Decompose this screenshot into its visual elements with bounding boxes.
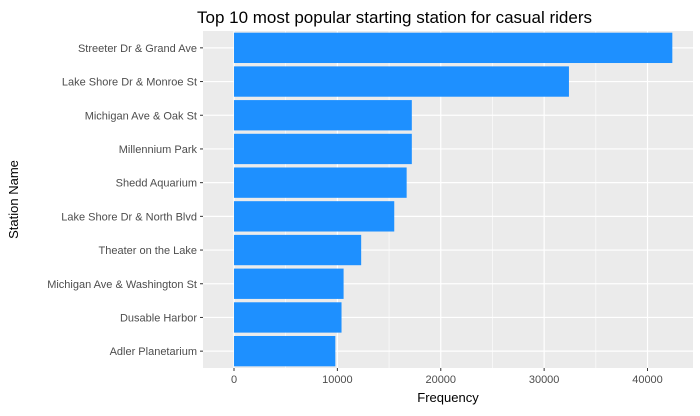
x-tick-label: 40000 xyxy=(632,374,663,386)
y-tick-label: Lake Shore Dr & North Blvd xyxy=(61,211,197,223)
y-tick-label: Shedd Aquarium xyxy=(116,178,197,190)
bar xyxy=(234,234,362,266)
y-tick-label: Theater on the Lake xyxy=(99,245,197,257)
x-tick-label: 30000 xyxy=(529,374,560,386)
y-tick-label: Dusable Harbor xyxy=(120,312,197,324)
bar xyxy=(234,268,344,299)
bar xyxy=(234,32,673,64)
y-tick-label: Millennium Park xyxy=(119,144,198,156)
x-axis-label: Frequency xyxy=(417,390,479,405)
bar xyxy=(234,167,407,198)
bar xyxy=(234,66,569,97)
bar xyxy=(234,133,412,165)
y-tick-label: Lake Shore Dr & Monroe St xyxy=(62,77,197,89)
bar xyxy=(234,335,336,367)
bars xyxy=(234,32,673,367)
bar xyxy=(234,302,342,333)
bar xyxy=(234,201,395,232)
y-tick-label: Michigan Ave & Washington St xyxy=(47,279,197,291)
chart-title: Top 10 most popular starting station for… xyxy=(197,8,592,27)
y-tick-labels: Streeter Dr & Grand Ave Lake Shore Dr & M… xyxy=(47,43,203,358)
x-tick-label: 10000 xyxy=(322,374,353,386)
x-tick-label: 0 xyxy=(231,374,237,386)
x-tick-labels: 0 10000 20000 30000 40000 xyxy=(231,368,663,386)
bar xyxy=(234,100,412,131)
y-tick-label: Streeter Dr & Grand Ave xyxy=(78,43,197,55)
x-tick-label: 20000 xyxy=(425,374,456,386)
y-axis-label: Station Name xyxy=(6,160,21,239)
y-tick-label: Michigan Ave & Oak St xyxy=(85,110,197,122)
y-tick-label: Adler Planetarium xyxy=(110,346,197,358)
